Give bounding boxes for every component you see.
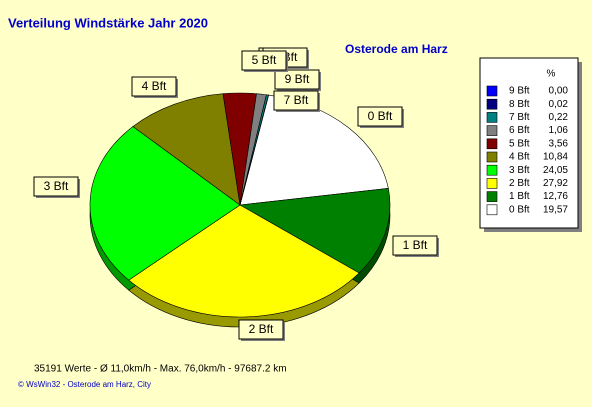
slice	[132, 93, 241, 206]
legend-value: 10,84	[543, 152, 568, 163]
slice	[89, 126, 241, 281]
chart-subtitle: Osterode am Harz	[345, 42, 448, 56]
callout-box	[392, 235, 438, 256]
legend-value: 27,92	[543, 178, 568, 189]
callout-label: 7 Bft	[284, 93, 309, 107]
legend-swatch	[486, 164, 498, 176]
legend-label: 5 Bft	[509, 138, 530, 149]
callout-label: 5 Bft	[252, 53, 277, 67]
legend-value: 19,57	[543, 204, 568, 215]
legend-swatch	[486, 125, 498, 136]
legend-label: 9 Bft	[509, 86, 530, 97]
legend-value: 0,22	[549, 112, 569, 123]
credit: © WsWin32 - Osterode am Harz, City	[18, 380, 151, 389]
slice	[239, 94, 269, 206]
callout-label: 4 Bft	[142, 79, 167, 93]
legend-swatch	[486, 204, 498, 216]
callout-box	[33, 176, 79, 197]
legend-label: 8 Bft	[509, 99, 530, 110]
callout-box	[357, 106, 403, 127]
legend-swatch	[486, 151, 498, 163]
legend-label: 0 Bft	[509, 204, 530, 215]
legend-value: 24,05	[543, 165, 568, 176]
callout-box	[131, 76, 177, 97]
legend-label: 2 Bft	[509, 178, 530, 189]
chart-title: Verteilung Windstärke Jahr 2020	[8, 15, 208, 30]
legend-swatch	[486, 98, 498, 110]
legend-value: 1,06	[549, 125, 569, 136]
legend-value: 3,56	[549, 138, 569, 149]
slice	[239, 188, 391, 274]
legend-header: %	[547, 69, 556, 80]
legend-label: 6 Bft	[509, 125, 530, 136]
legend-swatch	[486, 191, 498, 202]
callout-box	[274, 69, 320, 90]
callout-box	[238, 319, 284, 340]
slice	[128, 204, 360, 318]
callout-box	[241, 50, 287, 71]
legend-label: 4 Bft	[509, 152, 530, 163]
legend-swatch	[486, 178, 498, 189]
callout-box	[273, 90, 319, 111]
callout-label: 2 Bft	[249, 322, 274, 336]
callout-label: 1 Bft	[403, 238, 428, 252]
callout-label: 9 Bft	[285, 72, 310, 86]
legend-value: 12,76	[543, 191, 568, 202]
legend-label: 1 Bft	[509, 191, 530, 202]
legend-value: 0,00	[549, 86, 569, 97]
legend-swatch	[486, 138, 498, 150]
callout-label: 0 Bft	[368, 109, 393, 123]
footer: 35191 Werte - Ø 11,0km/h - Max. 76,0km/h…	[34, 364, 287, 375]
legend-label: 7 Bft	[509, 112, 530, 123]
legend-value: 0,02	[549, 99, 569, 110]
callout-label: 3 Bft	[44, 179, 69, 193]
legend-swatch	[486, 112, 498, 123]
legend-label: 3 Bft	[509, 165, 530, 176]
legend-swatch	[486, 85, 498, 97]
